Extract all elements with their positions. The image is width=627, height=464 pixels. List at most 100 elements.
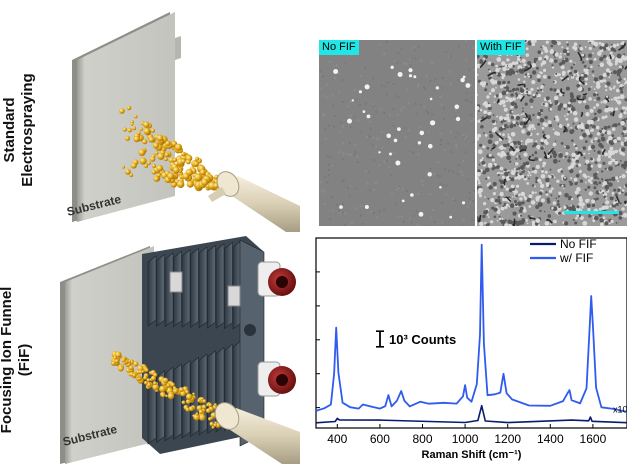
sem-grain: [509, 150, 514, 155]
sem-grain: [540, 198, 545, 203]
sem-grain: [621, 207, 625, 211]
sem-grain: [574, 190, 579, 195]
sem-grain: [555, 72, 558, 75]
sem-grain: [615, 165, 617, 167]
sem-particle: [410, 193, 414, 197]
sem-grain: [563, 107, 566, 110]
sem-grain: [477, 176, 479, 181]
sem-grain: [579, 135, 584, 140]
sem-noise: [373, 212, 375, 215]
sem-grain: [520, 140, 523, 142]
sem-noise: [350, 114, 353, 117]
sem-noise: [347, 105, 350, 108]
sem-noise: [375, 110, 378, 113]
sem-grain: [563, 176, 567, 179]
spray-particle: [172, 157, 177, 163]
sem-noise: [395, 189, 398, 191]
sem-noise: [324, 137, 327, 140]
sem-grain: [479, 143, 483, 147]
sem-grain: [477, 149, 483, 155]
spray-particle: [165, 140, 171, 146]
sem-grain: [498, 217, 502, 221]
sem-grain: [543, 122, 548, 127]
focused-particle: [128, 359, 131, 363]
sem-noise: [326, 155, 329, 158]
sem-grain: [591, 199, 596, 204]
sem-noise: [470, 101, 473, 104]
sem-grain: [537, 178, 542, 183]
sem-grain: [537, 89, 540, 92]
focused-particle: [200, 397, 204, 401]
standard-electrospray-illustration: Substrate: [65, 12, 300, 232]
sem-grain: [618, 149, 621, 152]
focused-particle: [147, 382, 152, 387]
funnel-plate: [181, 360, 191, 439]
sem-grain: [524, 63, 527, 66]
sem-grain: [587, 67, 590, 70]
sem-noise: [440, 104, 443, 107]
sem-grain: [613, 207, 615, 210]
sem-grain: [502, 205, 505, 208]
spray-particle: [186, 180, 194, 188]
sem-noise: [397, 96, 400, 99]
sem-crack: [528, 216, 536, 220]
sem-noise: [429, 79, 432, 82]
sem-grain: [554, 210, 558, 214]
sem-grain: [477, 109, 480, 112]
sem-grain: [621, 125, 624, 128]
sem-grain: [624, 56, 627, 61]
sem-grain: [590, 124, 593, 127]
sem-grain: [605, 89, 608, 92]
sem-grain: [524, 197, 528, 201]
sem-grain: [619, 87, 623, 91]
sem-noise: [421, 184, 424, 187]
sem-noise: [452, 197, 455, 200]
sem-grain: [575, 76, 580, 81]
sem-grain: [611, 194, 614, 197]
sem-grain: [609, 146, 614, 151]
sem-grain: [620, 147, 626, 152]
sem-grain: [560, 168, 563, 171]
sem-noise: [354, 150, 357, 153]
x-tick-label: 1200: [494, 432, 521, 446]
sem-grain: [548, 175, 552, 179]
sem-grain: [609, 87, 613, 91]
sem-grain: [513, 192, 516, 195]
sem-grain: [526, 72, 530, 76]
sem-grain: [528, 177, 530, 180]
sem-grain: [584, 188, 587, 191]
sem-grain: [477, 133, 481, 138]
sem-grain: [544, 115, 548, 120]
sem-noise: [410, 57, 413, 60]
sem-noise: [325, 96, 328, 99]
focused-particle: [137, 365, 144, 372]
focused-particle: [201, 404, 207, 410]
sem-grain: [585, 140, 588, 143]
sem-grain: [484, 209, 489, 214]
focused-particle: [159, 385, 166, 393]
spray-particle: [168, 157, 175, 164]
sem-grain: [554, 56, 556, 58]
sem-noise: [463, 137, 466, 140]
sem-grain: [592, 74, 595, 77]
sem-grain: [599, 218, 604, 223]
sem-grain: [592, 125, 596, 129]
sem-grain: [565, 117, 569, 121]
sem-noise: [372, 144, 375, 147]
sem-noise: [356, 161, 359, 164]
funnel-plate: [156, 253, 165, 327]
sem-grain: [549, 101, 552, 105]
sem-grain: [489, 130, 492, 134]
sem-grain: [531, 42, 536, 47]
sem-noise: [449, 55, 452, 58]
sem-grain: [553, 117, 556, 120]
sem-grain: [567, 196, 572, 201]
sem-noise: [472, 140, 475, 143]
sem-grain: [566, 113, 569, 116]
sem-grain: [506, 113, 510, 117]
sem-particle: [347, 118, 352, 124]
sem-grain: [569, 164, 575, 169]
sem-grain: [552, 142, 557, 147]
spray-particle: [143, 127, 151, 135]
sem-grain: [515, 194, 518, 198]
